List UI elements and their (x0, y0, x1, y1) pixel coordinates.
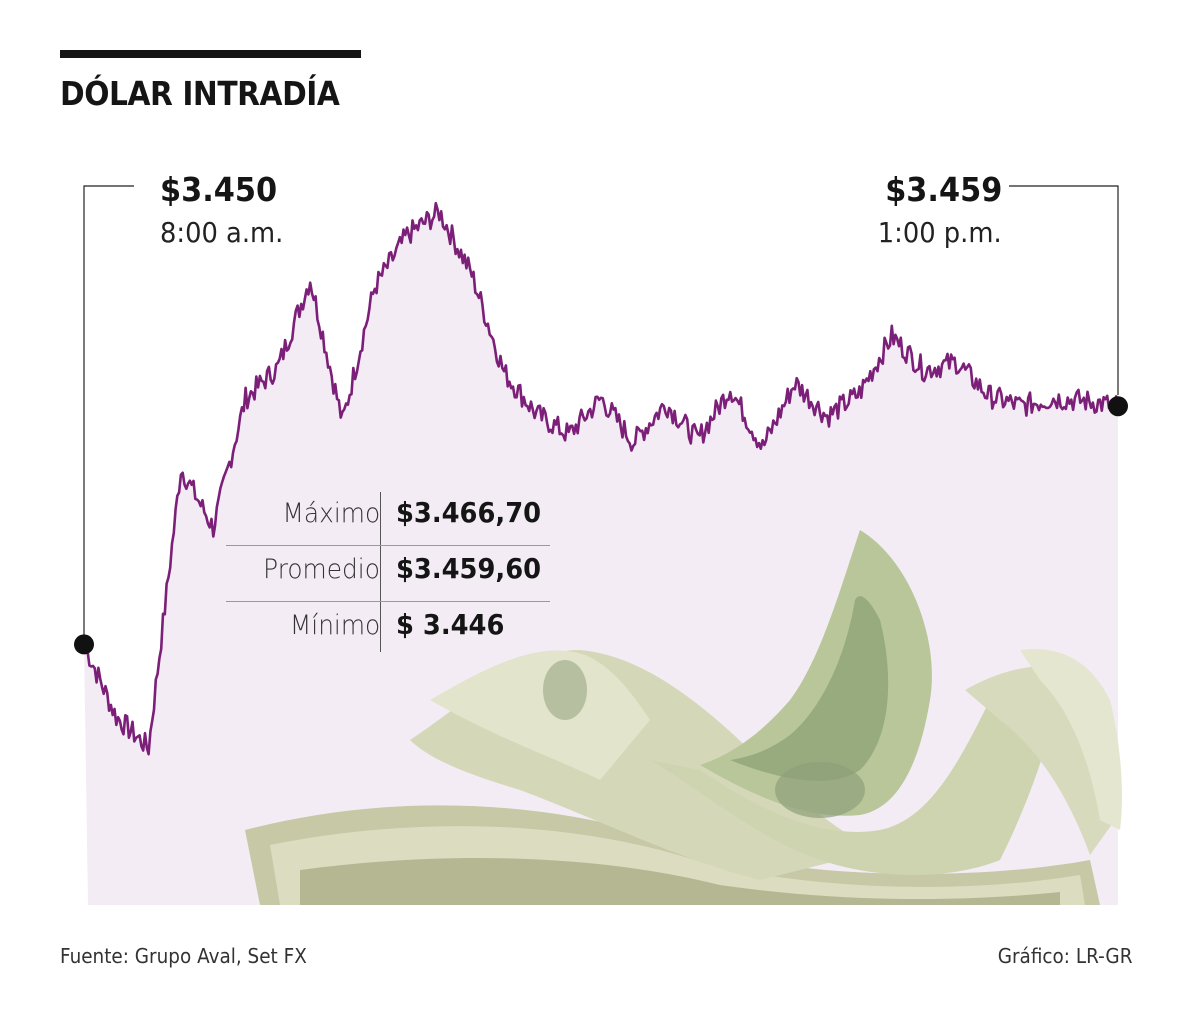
stat-value: $ 3.446 (396, 608, 505, 641)
start-leader-line (83, 185, 134, 643)
source-note: Fuente: Grupo Aval, Set FX (60, 944, 307, 968)
price-line (82, 201, 1120, 756)
start-time: 8:00 a.m. (160, 216, 284, 249)
stat-label: Máximo (282, 498, 380, 529)
end-value: $3.459 (884, 170, 1002, 209)
stats-table: Máximo $3.466,70 Promedio $3.459,60 Míni… (226, 490, 550, 657)
start-value: $3.450 (160, 170, 278, 209)
stat-row-min: Mínimo $ 3.446 (226, 602, 550, 657)
stat-label: Promedio (263, 554, 380, 585)
end-leader-line (1009, 185, 1119, 395)
stats-divider (380, 492, 381, 652)
chart-title: DÓLAR INTRADÍA (60, 74, 340, 113)
credit-note: Gráfico: LR-GR (997, 944, 1132, 968)
start-point-marker (74, 634, 94, 655)
stat-value: $3.459,60 (396, 552, 542, 585)
stack-of-100-dollar-bills-icon (245, 530, 1122, 905)
end-time: 1:00 p.m. (878, 216, 1002, 249)
stat-value: $3.466,70 (396, 496, 542, 529)
stat-row-avg: Promedio $3.459,60 (226, 546, 550, 602)
stat-label: Mínimo (289, 610, 380, 641)
end-point-marker (1108, 396, 1128, 417)
title-rule (60, 50, 361, 58)
stat-row-max: Máximo $3.466,70 (226, 490, 550, 546)
